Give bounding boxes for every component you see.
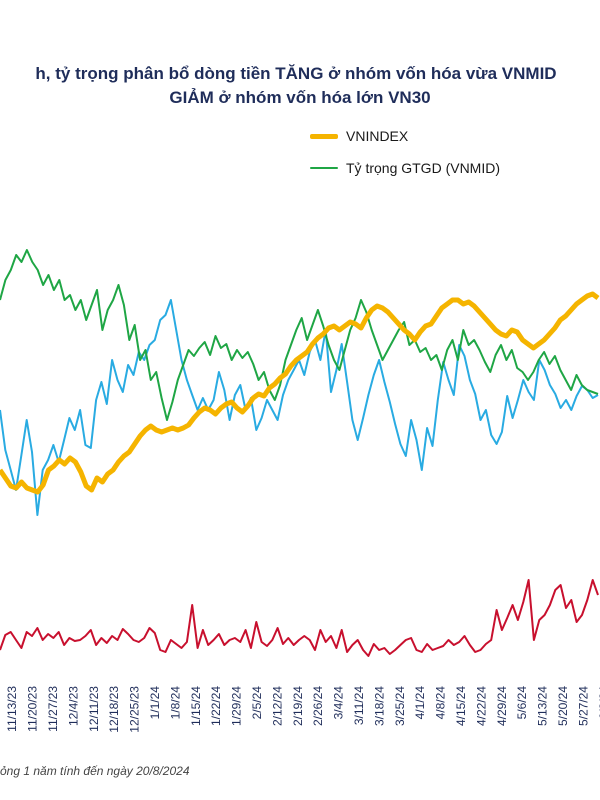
x-tick-label: 5/13/24 (536, 686, 550, 726)
x-tick-label: 2/5/24 (250, 686, 264, 720)
x-tick-label: 12/11/23 (87, 686, 101, 732)
x-tick-label: 12/25/23 (128, 686, 142, 733)
legend-item-vnmid: Tỷ trọng GTGD (VNMID) (310, 160, 500, 176)
series-line-red (0, 579, 599, 657)
footnote: ỏng 1 năm tính đến ngày 20/8/2024 (0, 764, 190, 778)
series-line-vnindex (0, 291, 600, 495)
x-tick-label: 3/11/24 (352, 686, 366, 725)
x-tick-label: 6/3/24 (597, 686, 600, 720)
x-tick-label: 12/4/23 (66, 686, 80, 726)
x-tick-label: 1/1/24 (148, 686, 162, 720)
x-tick-label: 4/15/24 (454, 686, 468, 726)
x-tick-label: 1/15/24 (189, 686, 203, 726)
legend-swatch-vnindex (310, 133, 338, 139)
x-tick-label: 1/8/24 (168, 686, 182, 720)
x-tick-label: 4/22/24 (474, 686, 488, 726)
x-tick-label: 3/4/24 (332, 686, 346, 720)
x-tick-label: 2/26/24 (311, 686, 325, 726)
chart-title-line-2: GIẢM ở nhóm vốn hóa lớn VN30 (169, 88, 431, 107)
x-tick-label: 1/29/24 (230, 686, 244, 726)
x-tick-label: 5/20/24 (556, 686, 570, 726)
legend-swatch-vnmid (310, 167, 338, 169)
x-tick-label: 2/19/24 (291, 686, 305, 726)
series-line-vnmid (0, 249, 599, 421)
x-tick-label: 4/29/24 (495, 686, 509, 726)
x-tick-label: 3/18/24 (372, 686, 386, 726)
x-tick-label: 12/18/23 (107, 686, 121, 733)
x-tick-label: 11/13/23 (5, 686, 19, 732)
x-tick-label: 11/27/23 (46, 686, 60, 732)
x-tick-label: 4/1/24 (413, 686, 427, 720)
x-tick-label: 4/8/24 (434, 686, 448, 720)
x-tick-label: 11/20/23 (26, 686, 40, 732)
legend-label-vnindex: VNINDEX (346, 128, 409, 144)
x-tick-label: 5/27/24 (576, 686, 590, 726)
legend-item-vnindex: VNINDEX (310, 128, 408, 144)
x-tick-label: 1/22/24 (209, 686, 223, 726)
x-tick-label: 5/6/24 (515, 686, 529, 720)
x-tick-label: 2/12/24 (270, 686, 284, 726)
chart-title-line-1: h, tỷ trọng phân bổ dòng tiền TĂNG ở nhó… (35, 64, 557, 83)
legend-label-vnmid: Tỷ trọng GTGD (VNMID) (346, 160, 501, 176)
x-tick-label: 3/25/24 (393, 686, 407, 726)
